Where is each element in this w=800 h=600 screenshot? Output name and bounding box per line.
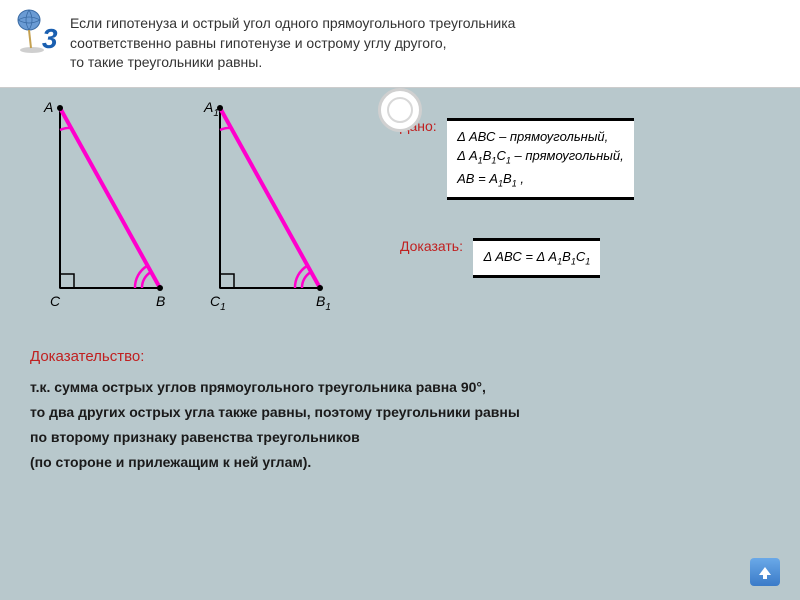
- prove-box: Δ АВС = Δ А1В1С1: [473, 238, 600, 278]
- pc: С: [576, 249, 585, 264]
- proof-line-2a: то два других острых угла также равны,: [30, 404, 311, 420]
- g2d: С: [496, 148, 505, 163]
- g2b: А: [469, 148, 478, 163]
- pa: Δ АВС = Δ А: [483, 249, 557, 264]
- proof-line-3: по второму признаку равенства треугольни…: [30, 425, 770, 450]
- proof-line-1: т.к. сумма острых углов прямоугольного т…: [30, 375, 770, 400]
- g2e: – прямоугольный,: [511, 148, 624, 163]
- theorem-text: Если гипотенуза и острый угол одного пря…: [70, 14, 780, 73]
- pb: В: [562, 249, 571, 264]
- svg-text:В: В: [156, 293, 165, 309]
- proof-line-4: (по стороне и прилежащим к ней углам).: [30, 450, 770, 475]
- g1c: – прямоугольный,: [495, 129, 608, 144]
- g2a: Δ: [457, 148, 469, 163]
- ps3: 1: [585, 256, 590, 266]
- divider-ornament: [378, 88, 422, 132]
- header-line-1: Если гипотенуза и острый угол одного пря…: [70, 14, 780, 34]
- g3b: В: [503, 171, 512, 186]
- header-line-3: то такие треугольники равны.: [70, 53, 780, 73]
- given-block: Дано: Δ АВС – прямоугольный, Δ А1В1С1 – …: [400, 118, 770, 200]
- svg-text:С: С: [50, 293, 61, 309]
- arrow-up-icon: [757, 565, 773, 579]
- g1a: Δ: [457, 129, 469, 144]
- g3a: АВ = А: [457, 171, 498, 186]
- prove-label: Доказать:: [400, 238, 463, 254]
- prove-block: Доказать: Δ АВС = Δ А1В1С1: [400, 238, 770, 278]
- proof-text: т.к. сумма острых углов прямоугольного т…: [30, 375, 770, 476]
- badge-icon: 3: [12, 8, 60, 56]
- theorem-header: 3 Если гипотенуза и острый угол одного п…: [0, 0, 800, 88]
- proof-label: Доказательство:: [30, 348, 770, 365]
- given-box: Δ АВС – прямоугольный, Δ А1В1С1 – прямоу…: [447, 118, 634, 200]
- triangles-diagram: А В С А1 В1 С1: [20, 98, 370, 328]
- content-area: А В С А1 В1 С1 Дано: Δ АВС – прямоугольн…: [0, 88, 800, 578]
- header-line-2: соответственно равны гипотенузе и остром…: [70, 34, 780, 54]
- proof-block: Доказательство: т.к. сумма острых углов …: [30, 348, 770, 476]
- svg-text:В1: В1: [316, 293, 331, 313]
- svg-text:А: А: [43, 99, 53, 115]
- g3c: ,: [517, 171, 524, 186]
- badge-number: 3: [42, 23, 58, 54]
- nav-next-button[interactable]: [750, 558, 780, 586]
- svg-text:А1: А1: [203, 99, 219, 119]
- proof-line-2b: поэтому треугольники равны: [311, 404, 520, 420]
- svg-text:С1: С1: [210, 293, 226, 313]
- g1b: АВС: [469, 129, 495, 144]
